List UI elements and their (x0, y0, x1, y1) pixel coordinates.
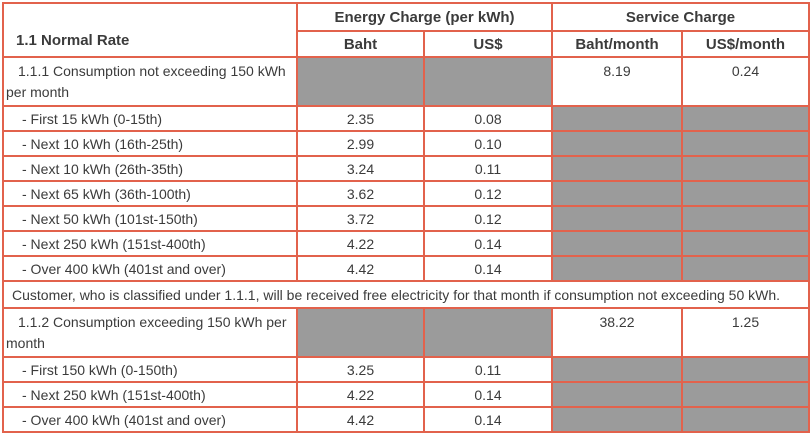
baht-cell: 4.22 (296, 230, 425, 257)
baht-cell: 3.25 (296, 356, 425, 383)
row-label-cell: - Next 10 kWh (26th-35th) (2, 155, 298, 182)
table-row-tier: - Next 65 kWh (36th-100th) 3.62 0.12 (2, 180, 810, 207)
table-row-category-111: 1.1.1 Consumption not exceeding 150 kWh … (2, 56, 810, 107)
empty-gray-cell (551, 180, 683, 207)
row-label-cell: - Next 250 kWh (151st-400th) (2, 381, 298, 408)
row-label-cell: - First 150 kWh (0-150th) (2, 356, 298, 383)
baht-cell: 4.42 (296, 406, 425, 433)
empty-gray-cell (680, 155, 810, 182)
usd-month-cell: 0.24 (680, 56, 810, 107)
baht-cell: 3.24 (296, 155, 425, 182)
empty-gray-cell (680, 255, 810, 282)
header-row-units: Baht US$ Baht/month US$/month (3, 30, 810, 58)
table-row-tier: - Over 400 kWh (401st and over) 4.42 0.1… (2, 255, 810, 282)
col-header-usd-month: US$/month (680, 30, 810, 58)
baht-cell: 4.22 (296, 381, 425, 408)
col-header-baht-month: Baht/month (551, 30, 683, 58)
tariff-table: 1.1 Normal Rate Energy Charge (per kWh) … (1, 2, 810, 433)
table-row-tier: - First 15 kWh (0-15th) 2.35 0.08 (2, 105, 810, 132)
usd-cell: 0.14 (423, 255, 553, 282)
usd-cell: 0.12 (423, 180, 553, 207)
table-row-tier: - Next 250 kWh (151st-400th) 4.22 0.14 (2, 381, 810, 408)
empty-gray-cell (423, 56, 553, 107)
row-label-cell: - Next 65 kWh (36th-100th) (2, 180, 298, 207)
empty-gray-cell (680, 180, 810, 207)
usd-cell: 0.10 (423, 130, 553, 157)
empty-gray-cell (423, 307, 553, 358)
header-row-groups: 1.1 Normal Rate Energy Charge (per kWh) … (2, 2, 810, 58)
empty-gray-cell (680, 356, 810, 383)
baht-month-cell: 8.19 (551, 56, 683, 107)
empty-gray-cell (680, 130, 810, 157)
row-label-cell: - Next 50 kWh (101st-150th) (2, 205, 298, 232)
usd-cell: 0.11 (423, 356, 553, 383)
table-row-tier: - Next 50 kWh (101st-150th) 3.72 0.12 (2, 205, 810, 232)
empty-gray-cell (680, 406, 810, 433)
usd-cell: 0.11 (423, 155, 553, 182)
col-header-usd: US$ (423, 30, 553, 58)
empty-gray-cell (680, 205, 810, 232)
col-group-energy-charge: Energy Charge (per kWh) (296, 2, 553, 32)
baht-cell: 2.35 (296, 105, 425, 132)
row-label-cell: 1.1.2 Consumption exceeding 150 kWh per … (2, 307, 298, 358)
usd-month-cell: 1.25 (680, 307, 810, 358)
row-label-cell: - Over 400 kWh (401st and over) (2, 255, 298, 282)
table-row-tier: - First 150 kWh (0-150th) 3.25 0.11 (2, 356, 810, 383)
row-label-cell: - Next 250 kWh (151st-400th) (2, 230, 298, 257)
empty-gray-cell (296, 307, 425, 358)
table-row-tier: - Next 10 kWh (26th-35th) 3.24 0.11 (2, 155, 810, 182)
usd-cell: 0.08 (423, 105, 553, 132)
usd-cell: 0.14 (423, 381, 553, 408)
row-label-cell: - First 15 kWh (0-15th) (2, 105, 298, 132)
empty-gray-cell (296, 56, 425, 107)
row-label-cell: - Over 400 kWh (401st and over) (2, 406, 298, 433)
row-label-cell: - Next 10 kWh (16th-25th) (2, 130, 298, 157)
empty-gray-cell (551, 105, 683, 132)
empty-gray-cell (551, 230, 683, 257)
empty-gray-cell (551, 130, 683, 157)
col-header-baht: Baht (296, 30, 425, 58)
usd-cell: 0.14 (423, 230, 553, 257)
baht-cell: 3.62 (296, 180, 425, 207)
empty-gray-cell (551, 255, 683, 282)
usd-cell: 0.12 (423, 205, 553, 232)
empty-gray-cell (680, 105, 810, 132)
empty-gray-cell (680, 381, 810, 408)
table-row-tier: - Next 250 kWh (151st-400th) 4.22 0.14 (2, 230, 810, 257)
table-row-tier: - Next 10 kWh (16th-25th) 2.99 0.10 (2, 130, 810, 157)
empty-gray-cell (551, 356, 683, 383)
empty-gray-cell (551, 381, 683, 408)
empty-gray-cell (551, 205, 683, 232)
table-row-category-112: 1.1.2 Consumption exceeding 150 kWh per … (2, 307, 810, 358)
usd-cell: 0.14 (423, 406, 553, 433)
table-row-note: Customer, who is classified under 1.1.1,… (1, 280, 810, 309)
note-cell: Customer, who is classified under 1.1.1,… (1, 280, 810, 309)
row-label-cell: 1.1.1 Consumption not exceeding 150 kWh … (2, 56, 298, 107)
empty-gray-cell (680, 230, 810, 257)
baht-month-cell: 38.22 (551, 307, 683, 358)
empty-gray-cell (551, 155, 683, 182)
empty-gray-cell (551, 406, 683, 433)
baht-cell: 4.42 (296, 255, 425, 282)
baht-cell: 2.99 (296, 130, 425, 157)
table-row-tier: - Over 400 kWh (401st and over) 4.42 0.1… (2, 406, 810, 433)
col-group-service-charge: Service Charge (550, 2, 810, 32)
table-title: 1.1 Normal Rate (2, 2, 298, 58)
baht-cell: 3.72 (296, 205, 425, 232)
